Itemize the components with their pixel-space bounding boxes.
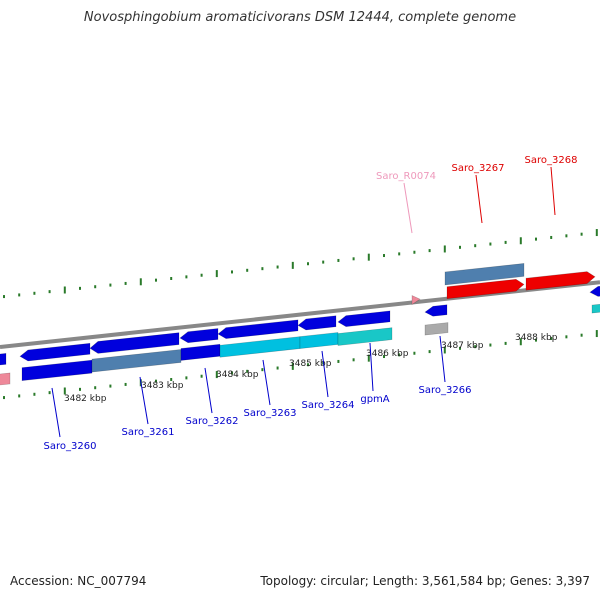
gene-label[interactable]: gpmA	[360, 394, 389, 405]
accession-text: Accession: NC_007794	[10, 574, 147, 588]
gene-leader-line	[475, 174, 483, 224]
gene-label[interactable]: Saro_R0074	[376, 171, 436, 182]
gene-block	[424, 304, 448, 317]
scale-label: 3486 kbp	[366, 349, 409, 359]
gene-block	[337, 310, 391, 327]
gene-block	[591, 303, 600, 314]
gene-block	[337, 327, 393, 346]
gene-label[interactable]: Saro_3264	[302, 400, 355, 411]
gene-label[interactable]: Saro_3262	[186, 416, 239, 427]
gene-leader-line	[139, 376, 149, 425]
gene-block	[0, 353, 7, 366]
gene-block	[525, 271, 596, 291]
gene-leader-line	[439, 335, 446, 383]
scale-label: 3487 kbp	[441, 341, 484, 351]
gene-leader-line	[369, 342, 374, 392]
genome-summary: Topology: circular; Length: 3,561,584 bp…	[260, 574, 590, 588]
gene-block	[89, 332, 180, 354]
scale-label: 3484 kbp	[216, 370, 259, 380]
gene-block	[180, 343, 221, 361]
gene-block	[444, 263, 525, 286]
gene-block	[446, 278, 525, 300]
gene-block	[299, 332, 339, 349]
gene-block	[21, 359, 93, 381]
scale-label: 3485 kbp	[289, 359, 332, 369]
scale-label: 3482 kbp	[64, 394, 107, 404]
gene-block	[91, 349, 182, 373]
gene-leader-line	[262, 359, 271, 406]
gene-leader-line	[403, 182, 413, 234]
gene-block	[179, 328, 219, 344]
scale-label: 3488 kbp	[515, 333, 558, 343]
gene-label[interactable]: Saro_3261	[122, 427, 175, 438]
scale-label: 3483 kbp	[141, 381, 184, 391]
gene-block	[297, 315, 337, 331]
gene-leader-line	[204, 367, 213, 414]
gene-block	[589, 285, 600, 297]
gene-block	[424, 322, 449, 336]
gene-label[interactable]: Saro_3263	[244, 408, 297, 419]
gene-label[interactable]: Saro_3266	[419, 385, 472, 396]
gene-label[interactable]: Saro_3267	[452, 163, 505, 174]
gene-block	[19, 342, 91, 362]
gene-leader-line	[51, 387, 61, 438]
gene-block	[219, 336, 301, 358]
gene-block	[411, 295, 421, 306]
gene-leader-line	[321, 350, 329, 398]
gene-label[interactable]: Saro_3268	[525, 155, 578, 166]
gene-leader-line	[550, 166, 556, 216]
gene-label[interactable]: Saro_3260	[44, 441, 97, 452]
gene-block	[0, 372, 11, 386]
genome-title: Novosphingobium aromaticivorans DSM 1244…	[83, 10, 517, 25]
